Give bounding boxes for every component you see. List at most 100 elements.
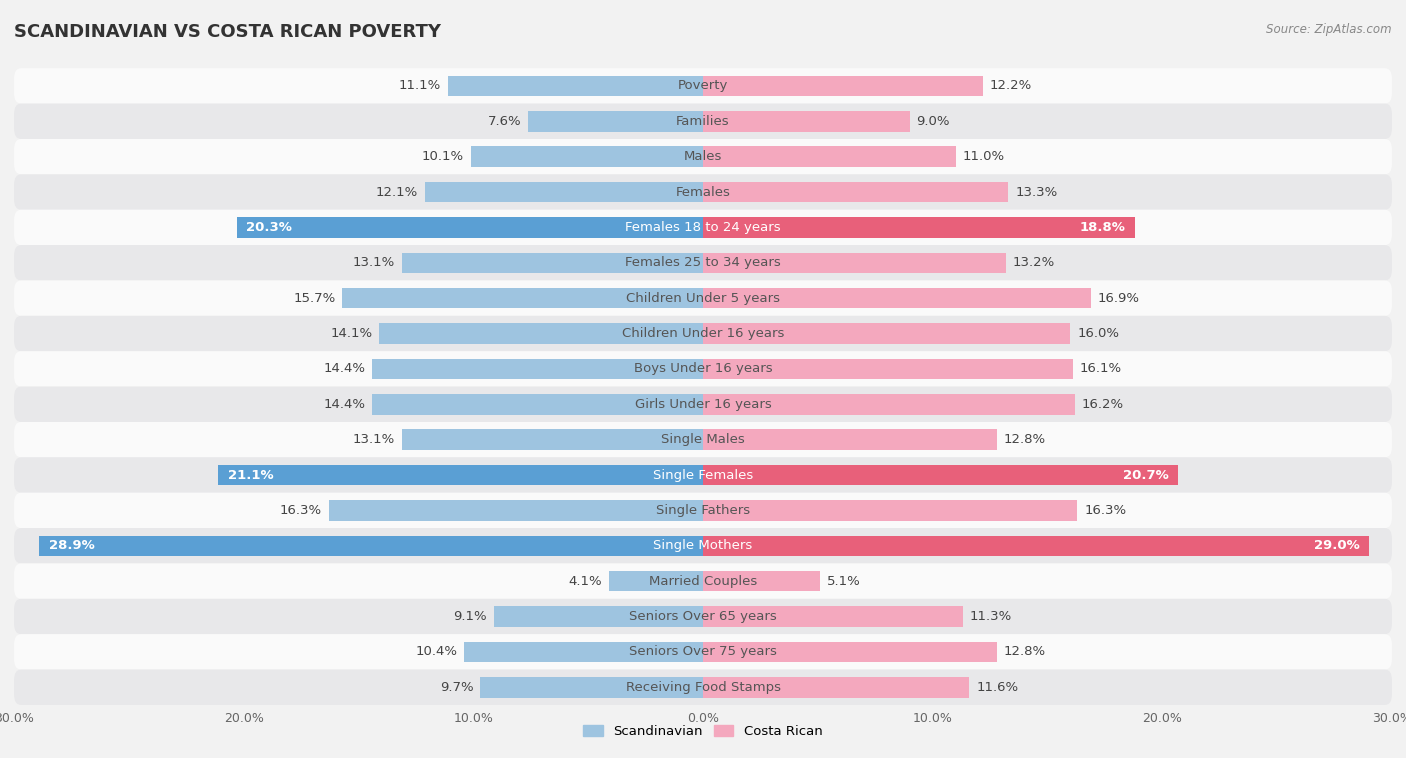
Bar xyxy=(703,76,983,96)
Bar xyxy=(380,323,703,344)
Text: 20.7%: 20.7% xyxy=(1123,468,1170,481)
Text: 16.9%: 16.9% xyxy=(1098,292,1140,305)
Text: Males: Males xyxy=(683,150,723,163)
Text: Receiving Food Stamps: Receiving Food Stamps xyxy=(626,681,780,694)
Bar xyxy=(703,288,1091,309)
Text: Females 18 to 24 years: Females 18 to 24 years xyxy=(626,221,780,234)
Text: 10.4%: 10.4% xyxy=(415,645,457,659)
Text: Source: ZipAtlas.com: Source: ZipAtlas.com xyxy=(1267,23,1392,36)
FancyBboxPatch shape xyxy=(14,174,1392,210)
Text: 16.0%: 16.0% xyxy=(1077,327,1119,340)
Text: 28.9%: 28.9% xyxy=(48,539,94,553)
Text: 16.3%: 16.3% xyxy=(1084,504,1126,517)
Bar xyxy=(703,359,1073,379)
Bar xyxy=(425,182,703,202)
Bar xyxy=(703,535,1369,556)
Text: 20.3%: 20.3% xyxy=(246,221,292,234)
Text: Seniors Over 75 years: Seniors Over 75 years xyxy=(628,645,778,659)
Text: Children Under 16 years: Children Under 16 years xyxy=(621,327,785,340)
Text: 12.8%: 12.8% xyxy=(1004,433,1046,446)
Bar xyxy=(471,146,703,167)
FancyBboxPatch shape xyxy=(14,493,1392,528)
FancyBboxPatch shape xyxy=(14,669,1392,705)
Bar xyxy=(703,217,1135,238)
FancyBboxPatch shape xyxy=(14,104,1392,139)
Bar xyxy=(402,252,703,273)
Text: 11.3%: 11.3% xyxy=(969,610,1012,623)
Text: 18.8%: 18.8% xyxy=(1080,221,1126,234)
Bar xyxy=(703,111,910,132)
FancyBboxPatch shape xyxy=(14,528,1392,563)
Text: 16.2%: 16.2% xyxy=(1083,398,1123,411)
Text: 7.6%: 7.6% xyxy=(488,114,522,128)
Text: Seniors Over 65 years: Seniors Over 65 years xyxy=(628,610,778,623)
Text: 13.1%: 13.1% xyxy=(353,256,395,269)
Bar xyxy=(703,429,997,450)
Text: 12.2%: 12.2% xyxy=(990,80,1032,92)
FancyBboxPatch shape xyxy=(14,457,1392,493)
FancyBboxPatch shape xyxy=(14,422,1392,457)
Text: 9.0%: 9.0% xyxy=(917,114,950,128)
Text: Girls Under 16 years: Girls Under 16 years xyxy=(634,398,772,411)
Bar xyxy=(703,323,1070,344)
Bar xyxy=(494,606,703,627)
FancyBboxPatch shape xyxy=(14,599,1392,634)
Bar xyxy=(703,465,1178,485)
Bar xyxy=(329,500,703,521)
Bar xyxy=(609,571,703,591)
Text: 10.1%: 10.1% xyxy=(422,150,464,163)
FancyBboxPatch shape xyxy=(14,139,1392,174)
Text: Married Couples: Married Couples xyxy=(650,575,756,587)
Text: 12.8%: 12.8% xyxy=(1004,645,1046,659)
FancyBboxPatch shape xyxy=(14,387,1392,422)
FancyBboxPatch shape xyxy=(14,280,1392,316)
Bar xyxy=(703,182,1008,202)
Text: 14.4%: 14.4% xyxy=(323,362,366,375)
Text: 12.1%: 12.1% xyxy=(375,186,418,199)
Text: 4.1%: 4.1% xyxy=(568,575,602,587)
Text: 21.1%: 21.1% xyxy=(228,468,273,481)
FancyBboxPatch shape xyxy=(14,68,1392,104)
Text: Boys Under 16 years: Boys Under 16 years xyxy=(634,362,772,375)
Text: 9.7%: 9.7% xyxy=(440,681,474,694)
Text: Single Fathers: Single Fathers xyxy=(657,504,749,517)
Bar xyxy=(703,500,1077,521)
Bar xyxy=(373,394,703,415)
Text: 9.1%: 9.1% xyxy=(454,610,486,623)
Bar xyxy=(703,571,820,591)
Bar xyxy=(39,535,703,556)
FancyBboxPatch shape xyxy=(14,210,1392,245)
Bar xyxy=(703,641,997,662)
Text: 11.6%: 11.6% xyxy=(976,681,1018,694)
Text: Families: Families xyxy=(676,114,730,128)
FancyBboxPatch shape xyxy=(14,351,1392,387)
FancyBboxPatch shape xyxy=(14,245,1392,280)
Text: 15.7%: 15.7% xyxy=(294,292,336,305)
Bar xyxy=(529,111,703,132)
Text: 13.2%: 13.2% xyxy=(1012,256,1056,269)
FancyBboxPatch shape xyxy=(14,316,1392,351)
Bar xyxy=(703,394,1076,415)
Bar xyxy=(703,677,969,697)
Text: SCANDINAVIAN VS COSTA RICAN POVERTY: SCANDINAVIAN VS COSTA RICAN POVERTY xyxy=(14,23,441,41)
Text: 14.4%: 14.4% xyxy=(323,398,366,411)
Text: Single Males: Single Males xyxy=(661,433,745,446)
Text: 13.1%: 13.1% xyxy=(353,433,395,446)
Bar xyxy=(703,146,956,167)
Text: Single Females: Single Females xyxy=(652,468,754,481)
FancyBboxPatch shape xyxy=(14,563,1392,599)
Text: Females 25 to 34 years: Females 25 to 34 years xyxy=(626,256,780,269)
Text: 29.0%: 29.0% xyxy=(1315,539,1360,553)
Text: 11.1%: 11.1% xyxy=(399,80,441,92)
Text: Poverty: Poverty xyxy=(678,80,728,92)
Text: 11.0%: 11.0% xyxy=(963,150,1005,163)
Bar xyxy=(481,677,703,697)
Text: 13.3%: 13.3% xyxy=(1015,186,1057,199)
Text: 16.3%: 16.3% xyxy=(280,504,322,517)
Bar xyxy=(703,252,1007,273)
Text: Children Under 5 years: Children Under 5 years xyxy=(626,292,780,305)
Text: 5.1%: 5.1% xyxy=(827,575,860,587)
Legend: Scandinavian, Costa Rican: Scandinavian, Costa Rican xyxy=(578,719,828,743)
Text: Single Mothers: Single Mothers xyxy=(654,539,752,553)
Bar xyxy=(703,606,963,627)
